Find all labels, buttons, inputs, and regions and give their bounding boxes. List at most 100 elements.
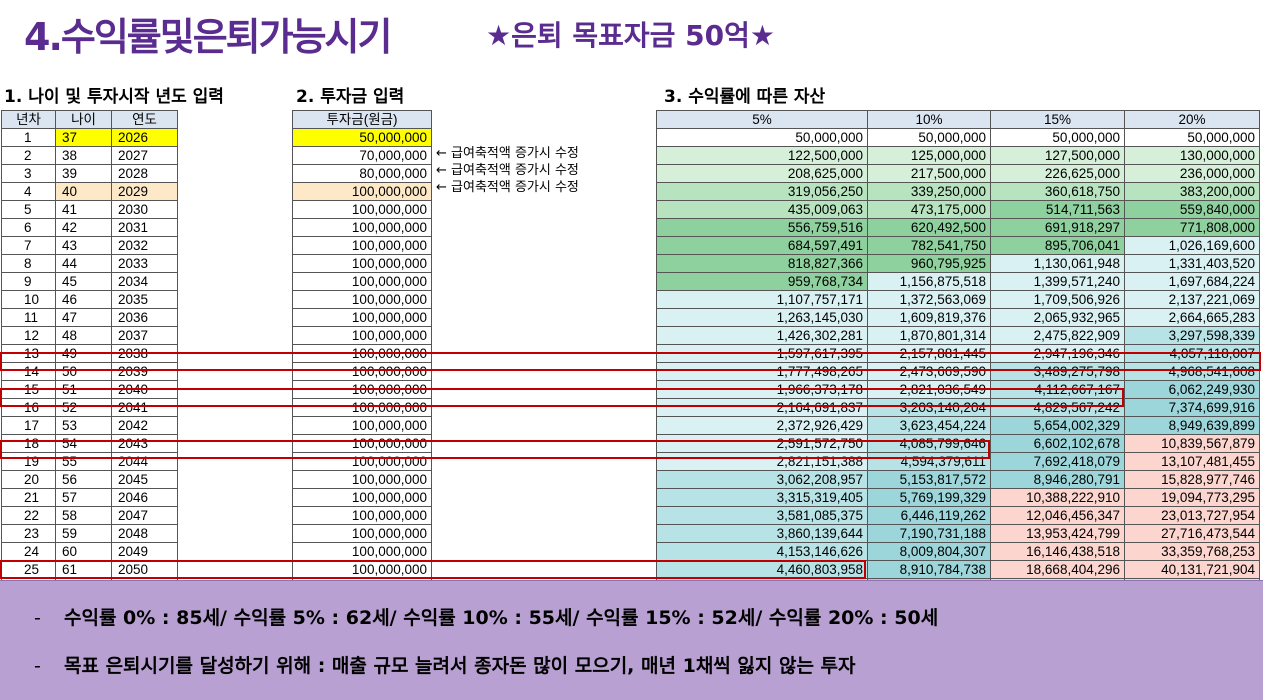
table-row: 122,500,000 125,000,000 127,500,000 130,000… [656,146,1260,165]
cell-principal[interactable]: 100,000,000 [292,470,432,489]
cell-year[interactable]: 2026 [111,128,178,147]
summary-banner: - 수익률 0% : 85세/ 수익률 5% : 62세/ 수익률 10% : 5… [0,580,1263,700]
table-row: 100,000,000 [292,416,432,435]
table-row: 25 61 2050 [1,560,178,579]
table-row: 2,372,926,429 3,623,454,224 5,654,002,329 8… [656,416,1260,435]
edit-note: ← 급여축적액 증가시 수정 [436,180,579,195]
cell-principal[interactable]: 100,000,000 [292,236,432,255]
cell-age: 50 [55,362,112,381]
cell-principal[interactable]: 50,000,000 [292,128,432,147]
cell-principal[interactable]: 100,000,000 [292,272,432,291]
cell-asset-20: 2,137,221,069 [1124,290,1260,309]
cell-year[interactable]: 2029 [111,182,178,201]
cell-principal[interactable]: 100,000,000 [292,182,432,201]
cell-asset-15: 3,489,275,798 [990,362,1125,381]
cell-asset-5: 3,581,085,375 [656,506,868,525]
cell-asset-10: 1,156,875,518 [867,272,991,291]
cell-asset-20: 4,057,118,007 [1124,344,1260,363]
cell-asset-15: 50,000,000 [990,128,1125,147]
cell-asset-20: 383,200,000 [1124,182,1260,201]
cell-asset-10: 125,000,000 [867,146,991,165]
age-year-table: 년차 나이 연도 1 37 2026 2 38 2027 3 39 2028 4 40 2029 5 41… [1,110,178,597]
cell-asset-10: 620,492,500 [867,218,991,237]
table-row: 1,966,373,178 2,821,036,549 4,112,667,167 6… [656,380,1260,399]
cell-principal[interactable]: 80,000,000 [292,164,432,183]
cell-year: 2040 [111,380,178,399]
cell-asset-20: 33,359,768,253 [1124,542,1260,561]
summary-text: 수익률 0% : 85세/ 수익률 5% : 62세/ 수익률 10% : 55… [64,607,939,629]
cell-year: 2032 [111,236,178,255]
cell-asset-10: 2,821,036,549 [867,380,991,399]
cell-asset-5: 1,777,498,265 [656,362,868,381]
table-row: 10 46 2035 [1,290,178,309]
cell-principal[interactable]: 100,000,000 [292,218,432,237]
table-row: 3 39 2028 [1,164,178,183]
cell-asset-5: 4,460,803,958 [656,560,868,579]
cell-asset-10: 960,795,925 [867,254,991,273]
cell-principal[interactable]: 100,000,000 [292,290,432,309]
table-row: 2,821,151,388 4,594,379,611 7,692,418,079 1… [656,452,1260,471]
cell-asset-15: 691,918,297 [990,218,1125,237]
cell-principal[interactable]: 100,000,000 [292,506,432,525]
table-row: 3,315,319,405 5,769,199,329 10,388,222,910… [656,488,1260,507]
cell-asset-10: 1,609,819,376 [867,308,991,327]
cell-principal[interactable]: 100,000,000 [292,452,432,471]
cell-principal[interactable]: 100,000,000 [292,326,432,345]
table-row: 435,009,063 473,175,000 514,711,563 559,840… [656,200,1260,219]
table-row: 20 56 2045 [1,470,178,489]
cell-principal[interactable]: 100,000,000 [292,362,432,381]
cell-year: 2037 [111,326,178,345]
cell-principal[interactable]: 100,000,000 [292,398,432,417]
cell-year: 2042 [111,416,178,435]
cell-principal[interactable]: 100,000,000 [292,524,432,543]
cell-asset-15: 4,112,667,167 [990,380,1125,399]
table-row: 70,000,000 [292,146,432,165]
table-row: 100,000,000 [292,470,432,489]
cell-asset-20: 40,131,721,904 [1124,560,1260,579]
cell-year-count: 1 [1,128,56,147]
cell-year[interactable]: 2028 [111,164,178,183]
table-row: 3,062,208,957 5,153,817,572 8,946,280,791 1… [656,470,1260,489]
header-rate-15: 15% [990,110,1125,129]
cell-principal[interactable]: 100,000,000 [292,254,432,273]
cell-year-count: 16 [1,398,56,417]
table-row: 684,597,491 782,541,750 895,706,041 1,026,1… [656,236,1260,255]
cell-year-count: 15 [1,380,56,399]
cell-asset-20: 27,716,473,544 [1124,524,1260,543]
table-row: 100,000,000 [292,560,432,579]
cell-asset-20: 4,968,541,608 [1124,362,1260,381]
cell-asset-10: 2,473,669,590 [867,362,991,381]
cell-asset-5: 1,426,302,281 [656,326,868,345]
cell-principal[interactable]: 100,000,000 [292,488,432,507]
table-row: 100,000,000 [292,488,432,507]
cell-asset-15: 360,618,750 [990,182,1125,201]
cell-age[interactable]: 38 [55,146,112,165]
table-row: 1 37 2026 [1,128,178,147]
cell-asset-10: 2,157,881,445 [867,344,991,363]
cell-asset-10: 4,594,379,611 [867,452,991,471]
cell-asset-20: 10,839,567,879 [1124,434,1260,453]
cell-principal[interactable]: 100,000,000 [292,416,432,435]
table-row: 100,000,000 [292,506,432,525]
cell-age[interactable]: 37 [55,128,112,147]
cell-principal[interactable]: 100,000,000 [292,308,432,327]
cell-principal[interactable]: 100,000,000 [292,560,432,579]
cell-asset-5: 4,153,146,626 [656,542,868,561]
table-row: 1,777,498,265 2,473,669,590 3,489,275,798 4… [656,362,1260,381]
cell-principal[interactable]: 100,000,000 [292,200,432,219]
cell-age[interactable]: 40 [55,182,112,201]
cell-principal[interactable]: 100,000,000 [292,344,432,363]
cell-year-count: 17 [1,416,56,435]
cell-age[interactable]: 39 [55,164,112,183]
cell-principal[interactable]: 100,000,000 [292,380,432,399]
cell-asset-5: 1,966,373,178 [656,380,868,399]
cell-principal[interactable]: 70,000,000 [292,146,432,165]
cell-asset-20: 7,374,699,916 [1124,398,1260,417]
table-row: 4,153,146,626 8,009,804,307 16,146,438,518… [656,542,1260,561]
cell-asset-15: 514,711,563 [990,200,1125,219]
cell-principal[interactable]: 100,000,000 [292,434,432,453]
cell-principal[interactable]: 100,000,000 [292,542,432,561]
table-row: 100,000,000 [292,200,432,219]
cell-year[interactable]: 2027 [111,146,178,165]
table-row: 100,000,000 [292,254,432,273]
